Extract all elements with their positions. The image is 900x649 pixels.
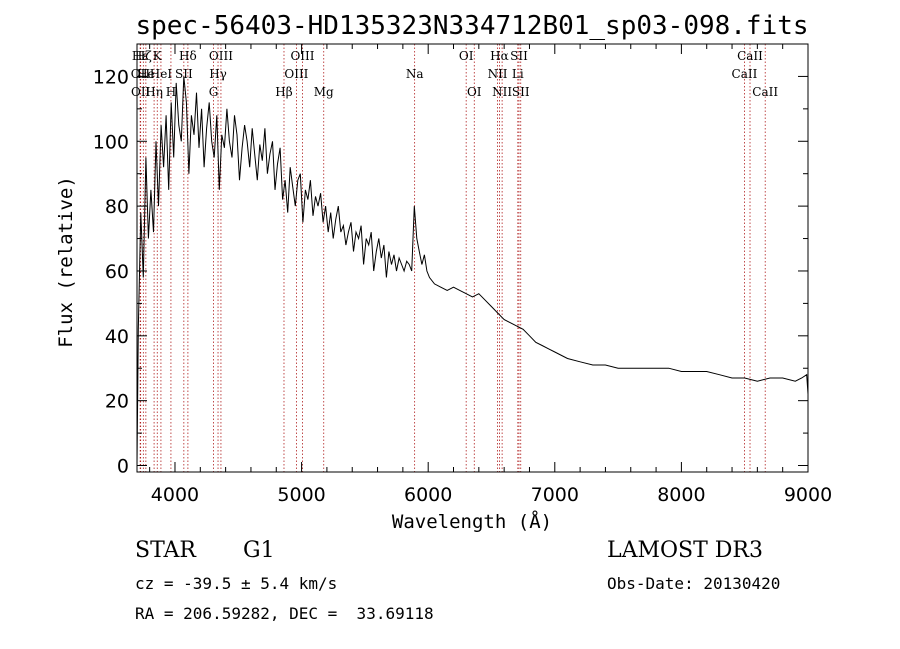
y-axis-ticks: 0 20 40 60 80 100 120 [93,66,808,478]
line-label: Hγ [209,67,227,81]
line-label: Li [512,67,524,81]
line-label: CaII [752,85,778,99]
y-tick-label: 60 [105,261,129,283]
line-label: OIII [290,49,314,63]
line-label: HeI [150,67,173,81]
line-label: G [209,85,219,99]
x-tick-label: 8000 [657,484,705,506]
x-tick-label: 7000 [531,484,579,506]
line-label: Hδ [179,49,197,63]
line-label: SII [175,67,193,81]
spectral-line-markers [139,44,766,472]
line-label: Hβ [275,85,292,99]
x-axis-ticks: 4000 5000 6000 7000 8000 9000 [149,44,832,506]
spectral-line-labels: Hε OII OII Hζ He Hη K HeI H Hδ SII OIII Hγ G OIII OIII H… [131,49,779,99]
line-label: Na [406,67,424,81]
line-label: SII [510,49,528,63]
x-tick-label: 4000 [151,484,199,506]
redshift-value: cz = -39.5 ± 5.4 km/s [135,574,338,593]
y-tick-label: 100 [93,131,129,153]
line-label: SII [512,85,530,99]
survey-name: LAMOST DR3 [607,538,763,563]
spectrum-line [136,76,809,466]
y-tick-label: 80 [105,196,129,218]
line-label: OII [131,67,151,81]
y-tick-label: 0 [117,456,129,478]
line-label: NII [488,67,508,81]
y-tick-label: 120 [93,66,129,88]
coordinates: RA = 206.59282, DEC = 33.69118 [135,604,434,623]
line-label: CaII [732,67,758,81]
x-axis-label: Wavelength (Å) [392,510,552,533]
line-label: CaII [737,49,763,63]
line-label: OIII [209,49,233,63]
line-label: H [166,85,176,99]
x-tick-label: 5000 [277,484,325,506]
y-axis-label: Flux (relative) [55,176,77,348]
x-tick-label: 6000 [404,484,452,506]
chart-title: spec-56403-HD135323N334712B01_sp03-098.f… [135,11,808,41]
line-label: He [137,67,155,81]
y-tick-label: 40 [105,326,129,348]
line-label: Hα [490,49,509,63]
plot-frame [136,43,809,473]
line-label: OI [459,49,474,63]
x-tick-label: 9000 [784,484,832,506]
line-label: Hη [145,85,163,99]
line-label: K [153,49,163,63]
line-label: Hζ [135,49,152,63]
observation-date: Obs-Date: 20130420 [607,574,781,593]
line-label: OII [131,85,151,99]
line-label: NII [492,85,512,99]
line-label: Hε [132,49,149,63]
y-tick-label: 20 [105,391,129,413]
object-class: STAR [135,538,196,563]
line-label: Mg [314,85,334,99]
line-label: OI [467,85,482,99]
object-subclass: G1 [243,538,275,563]
line-label: OIII [284,67,308,81]
